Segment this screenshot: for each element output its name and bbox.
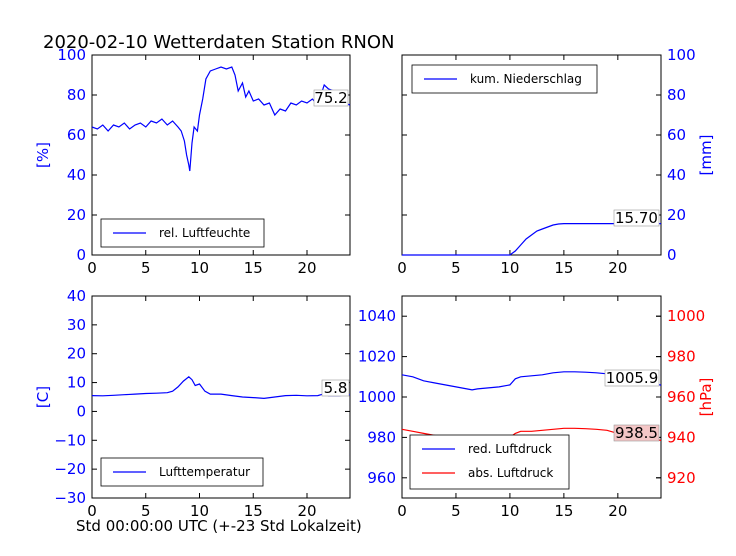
page-title: 2020-02-10 Wetterdaten Station RNON [43,32,394,53]
precipitation-y-tick-label: 20 [667,206,686,224]
precipitation-x-tick-label: 5 [451,259,461,277]
humidity-y-tick-label: 60 [67,126,86,144]
precipitation-x-tick-label: 10 [500,259,519,277]
pressure-y-right-tick-label: 1000 [667,307,705,325]
pressure-y-tick-label: 960 [367,469,396,487]
precipitation-y-tick-label: 100 [667,46,696,64]
pressure-y-axis-label: [hPa] [697,378,715,417]
precipitation-x-tick-label: 15 [554,259,573,277]
precipitation-x-tick-label: 0 [397,259,407,277]
temperature-value-label: 5.8 [324,379,348,397]
pressure-x-tick-label: 5 [451,502,461,520]
humidity-legend-label-0: rel. Luftfeuchte [159,226,250,240]
temperature-y-tick-label: −10 [54,431,86,449]
humidity-plot-frame [91,54,351,256]
precipitation-y-tick-label: 60 [667,126,686,144]
temperature-y-axis-label: [C] [34,386,52,408]
humidity-x-tick-label: 10 [190,259,209,277]
temperature-series-line-0 [91,376,351,400]
temperature-x-axis-label: Std 00:00:00 UTC (+-23 Std Lokalzeit) [76,517,362,535]
humidity-x-tick-label: 20 [297,259,316,277]
temperature-x-tick-label: 5 [141,502,151,520]
pressure-legend-box [409,434,570,490]
precipitation-series-line-0 [402,223,661,256]
precipitation-y-tick-label: 0 [667,246,677,264]
pressure-y-tick-label: 1040 [358,307,396,325]
pressure-x-tick-label: 15 [554,502,573,520]
pressure-x-tick-label: 0 [397,502,407,520]
humidity-x-tick-label: 15 [244,259,263,277]
humidity-series-line-0 [91,66,351,172]
pressure-y-tick-label: 1000 [358,388,396,406]
temperature-y-tick-label: 30 [67,316,86,334]
precipitation-y-axis-label: [mm] [697,135,715,176]
pressure-y-right-tick-label: 920 [667,469,696,487]
humidity-value-label-box [313,89,349,107]
pressure-y-tick-label: 980 [367,428,396,446]
precipitation-y-tick-label: 40 [667,166,686,184]
pressure-legend-label-0: red. Luftdruck [468,442,552,456]
pressure-y-right-tick-label: 960 [667,388,696,406]
temperature-x-tick-label: 20 [297,502,316,520]
temperature-x-tick-label: 10 [190,502,209,520]
temperature-x-tick-label: 15 [244,502,263,520]
temperature-y-tick-label: 0 [76,402,86,420]
pressure-red-value-label: 1005.9 [606,369,659,387]
temperature-value-label-box [321,379,350,397]
humidity-x-tick-label: 5 [141,259,151,277]
precipitation-plot-frame [401,54,662,256]
precipitation-value-label: 15.70 [615,209,658,227]
precipitation-legend-label-0: kum. Niederschlag [470,72,582,86]
temperature-x-tick-label: 0 [87,502,97,520]
temperature-y-tick-label: 10 [67,374,86,392]
temperature-y-tick-label: 40 [67,287,86,305]
temperature-y-tick-label: 20 [67,345,86,363]
pressure-x-tick-label: 20 [608,502,627,520]
pressure-y-right-tick-label: 980 [667,348,696,366]
pressure-abs-value-label: 938.5 [615,424,658,442]
humidity-y-tick-label: 0 [76,246,86,264]
pressure-abs-value-label-box [613,424,660,442]
precipitation-value-label-box [613,209,660,227]
pressure-x-tick-label: 10 [500,502,519,520]
humidity-y-axis-label: [%] [34,142,52,168]
precipitation-y-tick-label: 80 [667,86,686,104]
humidity-y-tick-label: 40 [67,166,86,184]
temperature-y-tick-label: −30 [54,489,86,507]
humidity-y-tick-label: 100 [57,46,86,64]
precipitation-x-tick-label: 20 [608,259,627,277]
pressure-y-tick-label: 1020 [358,348,396,366]
pressure-legend-label-1: abs. Luftdruck [468,466,553,480]
humidity-value-label: 75.2 [314,89,347,107]
humidity-x-tick-label: 0 [87,259,97,277]
pressure-red-value-label-box [604,369,660,387]
humidity-y-tick-label: 80 [67,86,86,104]
temperature-legend-label-0: Lufttemperatur [159,465,250,479]
humidity-y-tick-label: 20 [67,206,86,224]
pressure-y-right-tick-label: 940 [667,428,696,446]
temperature-y-tick-label: −20 [54,460,86,478]
temperature-plot-frame [91,295,351,499]
